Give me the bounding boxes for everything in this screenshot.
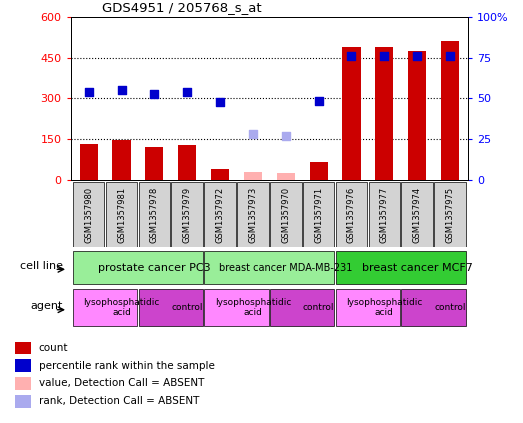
Bar bbox=[73, 251, 203, 284]
Text: GSM1357973: GSM1357973 bbox=[248, 187, 257, 243]
Text: GSM1357981: GSM1357981 bbox=[117, 187, 126, 243]
Text: prostate cancer PC3: prostate cancer PC3 bbox=[98, 263, 211, 272]
Text: control: control bbox=[172, 303, 203, 312]
Text: GSM1357971: GSM1357971 bbox=[314, 187, 323, 243]
Point bbox=[314, 98, 323, 104]
Bar bbox=[310, 162, 327, 180]
Bar bbox=[336, 182, 367, 247]
Bar bbox=[211, 169, 229, 180]
Text: cell line: cell line bbox=[19, 261, 63, 271]
Bar bbox=[343, 47, 360, 180]
Bar bbox=[204, 182, 236, 247]
Text: breast cancer MDA-MB-231: breast cancer MDA-MB-231 bbox=[219, 263, 353, 272]
Text: lysophosphatidic
acid: lysophosphatidic acid bbox=[215, 298, 291, 317]
Bar bbox=[336, 251, 466, 284]
Point bbox=[249, 130, 257, 137]
Text: lysophosphatidic
acid: lysophosphatidic acid bbox=[346, 298, 423, 317]
Bar bbox=[139, 289, 203, 326]
Point bbox=[150, 91, 158, 98]
Text: breast cancer MCF7: breast cancer MCF7 bbox=[362, 263, 473, 272]
Text: value, Detection Call = ABSENT: value, Detection Call = ABSENT bbox=[39, 379, 204, 388]
Point bbox=[85, 88, 93, 95]
Text: agent: agent bbox=[30, 301, 63, 311]
Text: GSM1357974: GSM1357974 bbox=[413, 187, 422, 243]
Bar bbox=[178, 145, 196, 180]
Bar bbox=[401, 289, 466, 326]
Point bbox=[117, 87, 126, 93]
Bar bbox=[369, 182, 400, 247]
Text: rank, Detection Call = ABSENT: rank, Detection Call = ABSENT bbox=[39, 396, 199, 406]
Bar bbox=[277, 173, 295, 180]
Point bbox=[413, 53, 422, 60]
Point bbox=[281, 132, 290, 139]
Text: count: count bbox=[39, 343, 68, 353]
Bar bbox=[79, 145, 98, 180]
Bar bbox=[139, 182, 170, 247]
Bar bbox=[145, 147, 163, 180]
Bar bbox=[112, 140, 131, 180]
Bar bbox=[16, 342, 31, 354]
Bar bbox=[204, 289, 269, 326]
Bar bbox=[16, 359, 31, 372]
Bar bbox=[441, 41, 459, 180]
Bar bbox=[106, 182, 138, 247]
Point bbox=[216, 99, 224, 106]
Text: GDS4951 / 205768_s_at: GDS4951 / 205768_s_at bbox=[103, 1, 262, 14]
Bar bbox=[408, 51, 426, 180]
Bar bbox=[204, 251, 334, 284]
Point bbox=[347, 53, 356, 60]
Text: lysophosphatidic
acid: lysophosphatidic acid bbox=[83, 298, 160, 317]
Point bbox=[183, 88, 191, 95]
Text: control: control bbox=[434, 303, 466, 312]
Bar bbox=[270, 182, 302, 247]
Bar bbox=[73, 182, 105, 247]
Bar bbox=[16, 377, 31, 390]
Text: GSM1357976: GSM1357976 bbox=[347, 187, 356, 243]
Text: percentile rank within the sample: percentile rank within the sample bbox=[39, 361, 214, 371]
Bar bbox=[376, 47, 393, 180]
Text: GSM1357978: GSM1357978 bbox=[150, 187, 159, 243]
Text: GSM1357970: GSM1357970 bbox=[281, 187, 290, 243]
Bar bbox=[16, 395, 31, 407]
Text: GSM1357975: GSM1357975 bbox=[446, 187, 454, 243]
Point bbox=[446, 53, 454, 60]
Text: GSM1357980: GSM1357980 bbox=[84, 187, 93, 243]
Bar bbox=[244, 172, 262, 180]
Text: control: control bbox=[303, 303, 334, 312]
Bar bbox=[270, 289, 334, 326]
Text: GSM1357972: GSM1357972 bbox=[215, 187, 224, 243]
Bar bbox=[237, 182, 269, 247]
Point bbox=[380, 53, 389, 60]
Text: GSM1357979: GSM1357979 bbox=[183, 187, 192, 243]
Text: GSM1357977: GSM1357977 bbox=[380, 187, 389, 243]
Bar bbox=[303, 182, 334, 247]
Bar bbox=[401, 182, 433, 247]
Bar bbox=[434, 182, 466, 247]
Bar bbox=[172, 182, 203, 247]
Bar bbox=[336, 289, 400, 326]
Bar bbox=[73, 289, 138, 326]
